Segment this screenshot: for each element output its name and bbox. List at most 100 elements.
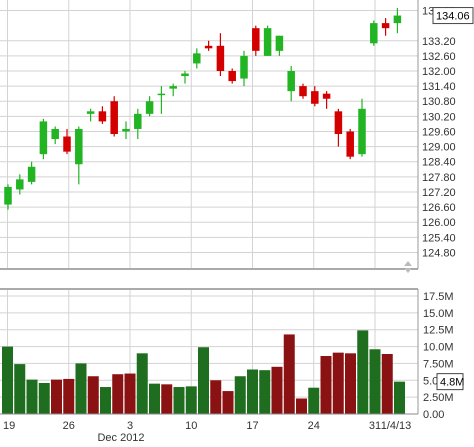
candle-body <box>110 101 118 134</box>
volume-bar <box>149 383 160 414</box>
candle-body <box>169 86 177 89</box>
volume-bar <box>234 376 246 414</box>
price-tick-label: 125.40 <box>422 232 456 244</box>
x-tick-label: 24 <box>308 420 320 432</box>
candle-body <box>322 93 331 99</box>
candle-body <box>381 23 390 29</box>
candle-body <box>4 186 12 205</box>
month-label: Dec 2012 <box>97 432 144 442</box>
candle-body <box>86 111 95 114</box>
volume-bar <box>124 373 136 414</box>
candle-body <box>75 128 83 165</box>
candle-body <box>16 179 24 190</box>
last-volume-label: 4.8M <box>440 377 464 389</box>
volume-bar <box>332 352 344 414</box>
price-tick-label: 130.20 <box>422 111 456 123</box>
volume-bar <box>308 387 320 414</box>
candle-body <box>393 15 402 24</box>
candle-body <box>39 121 48 155</box>
volume-panel <box>2 330 405 414</box>
volume-bar <box>198 347 209 414</box>
volume-bar <box>394 381 405 414</box>
x-tick-label: 1/4/13 <box>381 420 412 432</box>
price-tick-label: 128.40 <box>422 157 456 169</box>
candle-body <box>263 28 272 56</box>
volume-bar <box>75 363 87 414</box>
volume-bar <box>296 398 307 414</box>
volume-tick-label: 17.5M <box>423 291 454 303</box>
x-tick-label: 26 <box>63 420 75 432</box>
volume-bar <box>369 349 381 414</box>
volume-tick-label: 15.0M <box>423 308 454 320</box>
candle-body <box>216 45 225 71</box>
volume-bar <box>38 382 50 414</box>
price-tick-label: 124.80 <box>422 247 456 259</box>
candle-body <box>181 73 189 77</box>
volume-bar <box>381 353 393 414</box>
x-tick-label: 19 <box>3 420 15 432</box>
price-tick-label: 129.00 <box>422 142 456 154</box>
last-price-label: 134.06 <box>436 11 470 23</box>
volume-bar <box>2 346 13 414</box>
volume-bar <box>63 378 75 414</box>
last-volume-box <box>436 373 464 391</box>
candle-body <box>51 128 59 140</box>
candle-body <box>122 128 130 132</box>
volume-bar <box>283 334 295 414</box>
price-tick-label: 126.00 <box>422 217 456 229</box>
candle-body <box>252 28 260 51</box>
candle-body <box>27 166 36 182</box>
price-tick-label: 132.60 <box>422 51 456 63</box>
price-panel <box>4 8 402 210</box>
volume-bar <box>26 379 38 414</box>
candle-body <box>311 91 319 104</box>
candle-body <box>228 71 236 82</box>
scroll-up-triangle-icon <box>404 261 412 266</box>
price-tick-label: 129.60 <box>422 126 456 138</box>
volume-bar <box>87 376 99 414</box>
candle-body <box>370 23 378 44</box>
candle-body <box>193 53 201 64</box>
volume-bar <box>161 384 173 414</box>
volume-tick-label: 0.00 <box>423 409 444 421</box>
volume-bar <box>320 356 332 414</box>
candle-body <box>240 55 248 79</box>
price-tick-label: 130.80 <box>422 96 456 108</box>
candle-body <box>346 131 354 157</box>
candle-body <box>98 111 107 122</box>
candle-body <box>134 113 142 129</box>
last-price-box <box>432 7 474 25</box>
x-tick-label: 3 <box>127 420 133 432</box>
scroll-down-triangle-icon <box>404 268 412 273</box>
volume-bar <box>173 387 185 414</box>
volume-bar <box>357 330 369 414</box>
volume-tick-label: 2.50M <box>423 392 454 404</box>
candle-body <box>63 136 71 152</box>
candle-body <box>287 71 295 92</box>
candle-body <box>275 35 284 51</box>
price-tick-label: 127.20 <box>422 187 456 199</box>
volume-bar <box>136 353 148 414</box>
x-tick-label: 31 <box>369 420 381 432</box>
price-tick-label: 132.00 <box>422 66 456 78</box>
volume-bar <box>210 380 222 414</box>
volume-bar <box>259 370 271 414</box>
candle-body <box>299 86 307 97</box>
candle-body <box>204 45 213 49</box>
volume-bar <box>222 391 234 414</box>
candle-body <box>157 93 166 96</box>
volume-bar <box>185 386 197 414</box>
volume-bar <box>14 364 26 414</box>
volume-tick-label: 7.50M <box>423 358 454 370</box>
volume-bar <box>51 379 62 414</box>
volume-bar <box>271 366 283 414</box>
volume-bar <box>247 369 258 414</box>
candle-body <box>145 101 154 114</box>
volume-bar <box>112 374 124 414</box>
candle-body <box>334 111 343 134</box>
x-tick-label: 10 <box>185 420 197 432</box>
volume-bar <box>100 387 111 414</box>
price-tick-label: 131.40 <box>422 81 456 93</box>
